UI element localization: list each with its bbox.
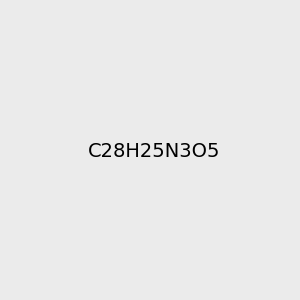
Text: C28H25N3O5: C28H25N3O5: [88, 142, 220, 161]
